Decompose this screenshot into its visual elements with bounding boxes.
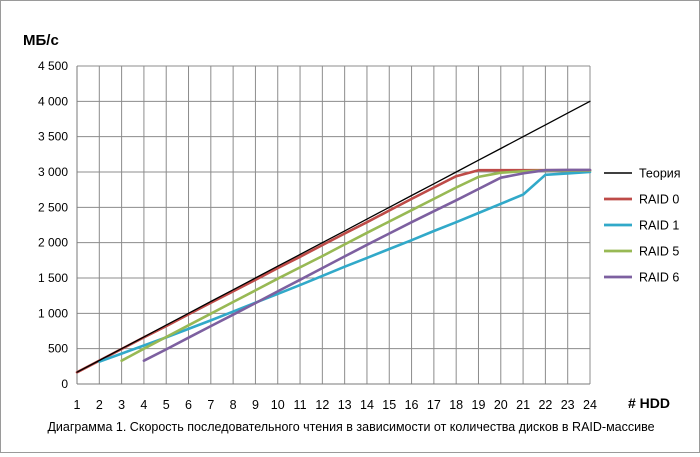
x-tick-label: 10 xyxy=(271,398,285,412)
series-line-raid-0 xyxy=(75,168,592,374)
legend: Теория RAID 0 RAID 1 RAID 5 RAID 6 xyxy=(604,167,681,285)
x-tick-label: 22 xyxy=(538,398,552,412)
x-tick-label: 4 xyxy=(140,398,147,412)
legend-label: RAID 5 xyxy=(639,245,679,259)
x-tick-label: 21 xyxy=(516,398,530,412)
y-tick-label: 1 500 xyxy=(38,271,68,285)
x-tick-label: 7 xyxy=(207,398,214,412)
y-tick-label: 3 000 xyxy=(38,165,68,179)
x-tick-label: 19 xyxy=(472,398,486,412)
y-tick-label: 1 000 xyxy=(38,306,68,320)
x-tick-label: 9 xyxy=(252,398,259,412)
x-tick-labels: 1 2 3 4 5 6 7 8 9 10 11 12 13 14 15 16 17 18 19 20 21 22 23 24 xyxy=(74,398,597,412)
x-tick-label: 14 xyxy=(360,398,374,412)
x-tick-label: 12 xyxy=(315,398,329,412)
x-tick-label: 11 xyxy=(294,398,307,412)
x-tick-label: 1 xyxy=(74,398,81,412)
x-tick-label: 24 xyxy=(583,398,597,412)
series-line-raid-6 xyxy=(142,168,592,363)
x-axis-label: # HDD xyxy=(628,395,670,411)
x-tick-label: 16 xyxy=(405,398,419,412)
y-tick-label: 3 500 xyxy=(38,130,68,144)
x-tick-label: 23 xyxy=(561,398,575,412)
y-tick-label: 4 500 xyxy=(38,59,68,73)
legend-label: RAID 1 xyxy=(639,219,679,233)
y-tick-label: 2 500 xyxy=(38,200,68,214)
y-tick-label: 0 xyxy=(61,377,68,391)
x-tick-label: 17 xyxy=(427,398,441,412)
series-line-raid-1 xyxy=(98,170,592,364)
x-tick-label: 20 xyxy=(494,398,508,412)
y-tick-label: 500 xyxy=(48,342,68,356)
x-tick-label: 3 xyxy=(118,398,125,412)
series-line-raid-5 xyxy=(120,169,592,363)
series-line-theory xyxy=(76,100,591,373)
legend-label: RAID 0 xyxy=(639,193,679,207)
y-tick-label: 4 000 xyxy=(38,94,68,108)
x-tick-label: 8 xyxy=(230,398,237,412)
x-tick-label: 18 xyxy=(449,398,463,412)
x-tick-label: 15 xyxy=(382,398,396,412)
legend-label: RAID 6 xyxy=(639,271,679,285)
x-tick-label: 5 xyxy=(163,398,170,412)
y-tick-label: 2 000 xyxy=(38,236,68,250)
grid-lines xyxy=(76,65,591,385)
x-tick-label: 13 xyxy=(338,398,352,412)
y-tick-labels: 0 500 1 000 1 500 2 000 2 500 3 000 3 500 4 000 4… xyxy=(38,59,68,391)
series-lines xyxy=(75,100,592,374)
chart-caption: Диаграмма 1. Скорость последовательного … xyxy=(47,420,655,434)
x-tick-label: 6 xyxy=(185,398,192,412)
y-axis-label: МБ/с xyxy=(23,32,59,49)
legend-label: Теория xyxy=(639,167,681,181)
x-tick-label: 2 xyxy=(96,398,103,412)
